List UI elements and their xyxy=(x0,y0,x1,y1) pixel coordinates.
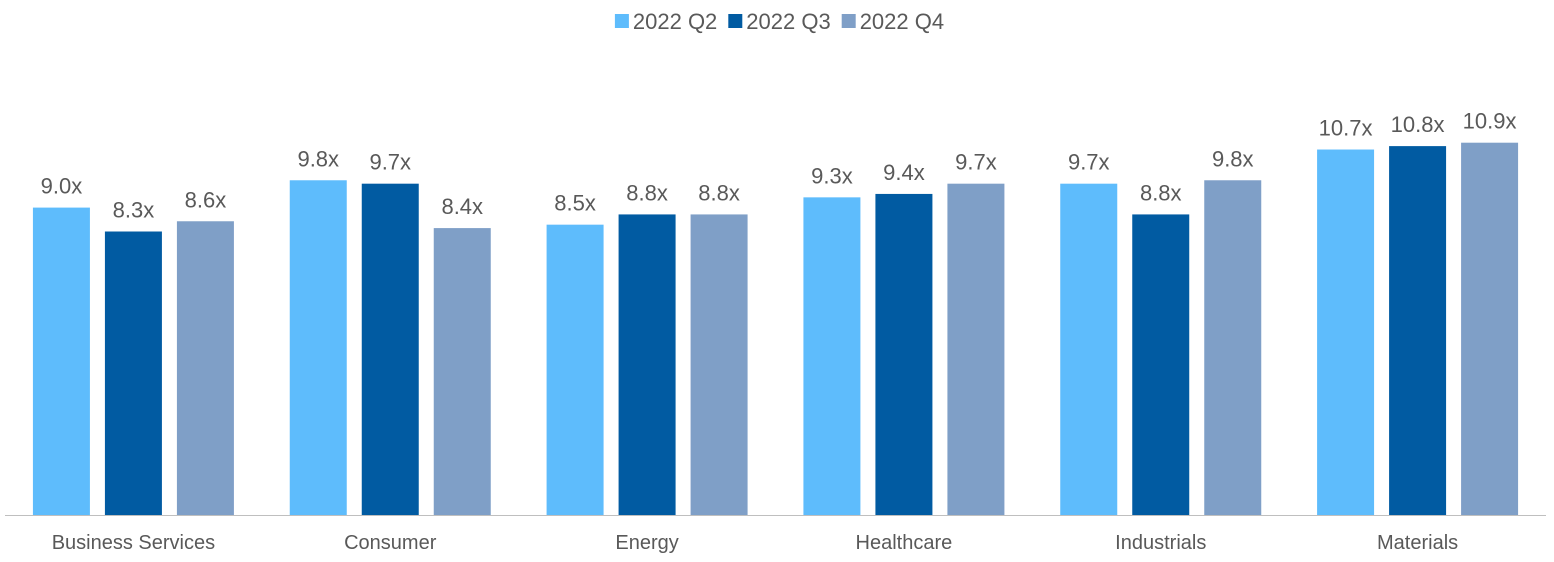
bar xyxy=(618,214,676,515)
data-label: 9.7x xyxy=(369,150,411,175)
data-label: 9.0x xyxy=(41,174,83,199)
legend-label-3: 2022 Q4 xyxy=(860,9,944,34)
bar xyxy=(1389,146,1447,515)
bar-group: 9.8x 9.7x 8.4x xyxy=(289,146,491,516)
bar xyxy=(1317,149,1375,516)
bar xyxy=(361,183,419,516)
category-label: Consumer xyxy=(344,532,437,554)
bar xyxy=(1132,214,1190,515)
category-label: Industrials xyxy=(1115,532,1206,554)
bar-group: 9.3x 9.4x 9.7x xyxy=(803,150,1005,516)
legend-swatch-3 xyxy=(841,14,856,28)
bar-group: 9.7x 8.8x 9.8x xyxy=(1060,146,1262,516)
bar-group: 9.0x 8.3x 8.6x xyxy=(32,174,234,516)
bar xyxy=(433,228,491,515)
bar-group: 10.7x 10.8x 10.9x xyxy=(1317,109,1519,516)
legend-swatch-2 xyxy=(728,14,743,28)
bar xyxy=(803,197,861,515)
category-label: Materials xyxy=(1377,532,1458,554)
bar xyxy=(32,207,90,515)
data-label: 8.3x xyxy=(113,198,155,223)
data-label: 9.8x xyxy=(297,146,339,171)
bar xyxy=(1060,183,1118,516)
data-label: 9.7x xyxy=(1068,150,1110,175)
legend-label-1: 2022 Q2 xyxy=(633,9,717,34)
bar xyxy=(875,193,933,515)
legend-swatch-1 xyxy=(614,14,629,28)
data-label: 9.7x xyxy=(955,150,997,175)
bar xyxy=(1204,180,1262,515)
category-label: Energy xyxy=(615,532,678,554)
data-label: 9.8x xyxy=(1212,146,1254,171)
data-label: 8.6x xyxy=(185,187,227,212)
data-label: 8.8x xyxy=(626,180,668,205)
bar xyxy=(947,183,1005,516)
data-label: 8.4x xyxy=(441,194,483,219)
bar-group: 8.5x 8.8x 8.8x xyxy=(546,180,748,515)
bar xyxy=(104,231,162,515)
category-label: Business Services xyxy=(52,532,215,554)
data-label: 9.3x xyxy=(811,163,853,188)
data-label: 10.7x xyxy=(1319,116,1373,141)
legend: 2022 Q2 2022 Q3 2022 Q4 xyxy=(614,9,944,34)
bar xyxy=(1461,142,1519,515)
bar xyxy=(690,214,748,515)
bar xyxy=(176,221,234,516)
data-label: 10.8x xyxy=(1391,112,1445,137)
data-label: 8.8x xyxy=(1140,180,1182,205)
data-label: 9.4x xyxy=(883,160,925,185)
data-label: 8.5x xyxy=(554,191,596,216)
category-label: Healthcare xyxy=(856,532,953,554)
bar xyxy=(289,180,347,515)
bar xyxy=(546,224,604,515)
legend-label-2: 2022 Q3 xyxy=(746,9,830,34)
data-label: 8.8x xyxy=(698,180,740,205)
data-label: 10.9x xyxy=(1463,109,1517,134)
